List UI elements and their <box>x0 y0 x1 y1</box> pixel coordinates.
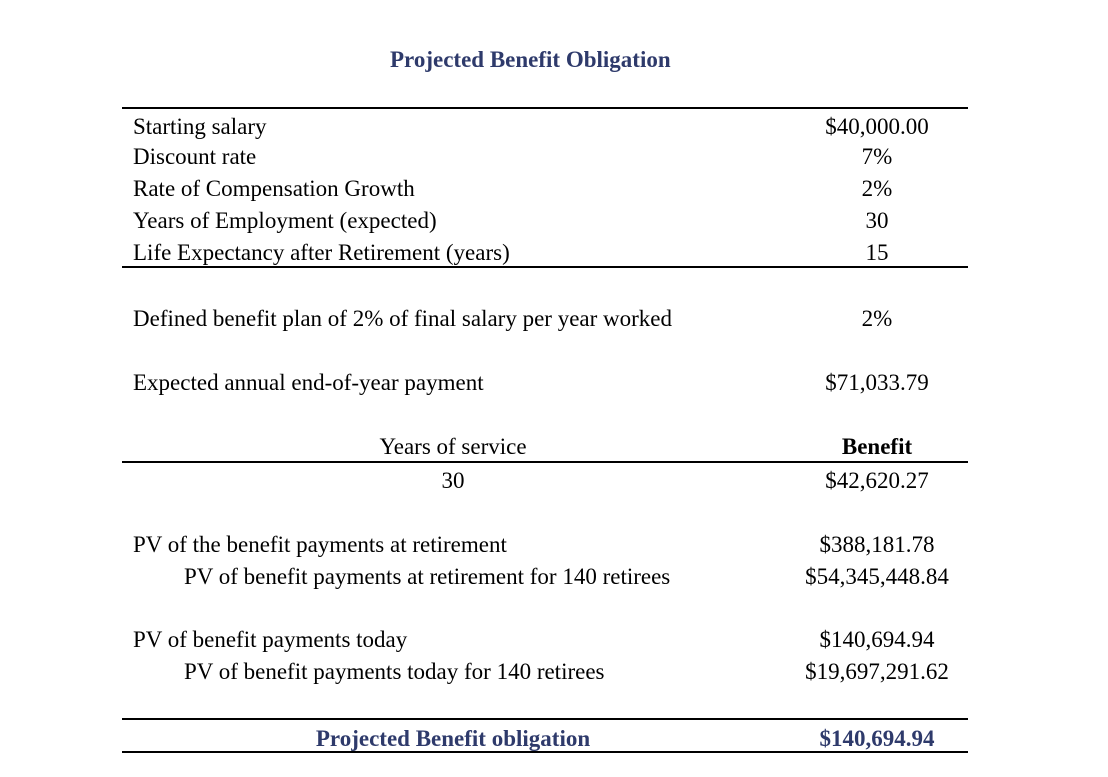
life-expectancy-label: Life Expectancy after Retirement (years) <box>133 240 510 265</box>
starting-salary-value: $40,000.00 <box>825 114 929 139</box>
years-employment-value: 30 <box>865 208 889 233</box>
pv-retirement-retirees-value: $54,345,448.84 <box>805 564 949 589</box>
footer-top-rule <box>122 718 968 720</box>
life-expectancy-value: 15 <box>865 240 889 265</box>
years-of-service-header: Years of service <box>379 434 527 459</box>
top-rule <box>122 107 968 109</box>
discount-rate-label: Discount rate <box>133 144 257 169</box>
plan-label: Defined benefit plan of 2% of final sala… <box>133 306 672 331</box>
payment-label: Expected annual end-of-year payment <box>133 370 484 395</box>
footer-bottom-rule <box>122 751 968 753</box>
benefit-value: $42,620.27 <box>825 468 929 493</box>
payment-value: $71,033.79 <box>825 370 929 395</box>
years-of-service-value: 30 <box>441 468 465 493</box>
pv-today-retirees-label: PV of benefit payments today for 140 ret… <box>184 659 605 684</box>
pbo-label: Projected Benefit obligation <box>315 726 591 751</box>
pv-today-retirees-value: $19,697,291.62 <box>805 659 949 684</box>
pv-today-value: $140,694.94 <box>819 627 935 652</box>
compensation-growth-value: 2% <box>861 176 893 201</box>
starting-salary-label: Starting salary <box>133 114 267 139</box>
service-table-rule <box>122 461 968 463</box>
discount-rate-value: 7% <box>861 144 893 169</box>
pv-retirement-value: $388,181.78 <box>819 532 935 557</box>
pv-today-label: PV of benefit payments today <box>133 627 408 652</box>
years-employment-label: Years of Employment (expected) <box>133 208 437 233</box>
plan-value: 2% <box>861 306 893 331</box>
pbo-value: $140,694.94 <box>819 726 935 751</box>
compensation-growth-label: Rate of Compensation Growth <box>133 176 415 201</box>
inputs-bottom-rule <box>122 266 968 268</box>
benefit-header: Benefit <box>841 434 913 459</box>
pv-retirement-retirees-label: PV of benefit payments at retirement for… <box>184 564 671 589</box>
pv-retirement-label: PV of the benefit payments at retirement <box>133 532 507 557</box>
page-title: Projected Benefit Obligation <box>390 47 671 72</box>
